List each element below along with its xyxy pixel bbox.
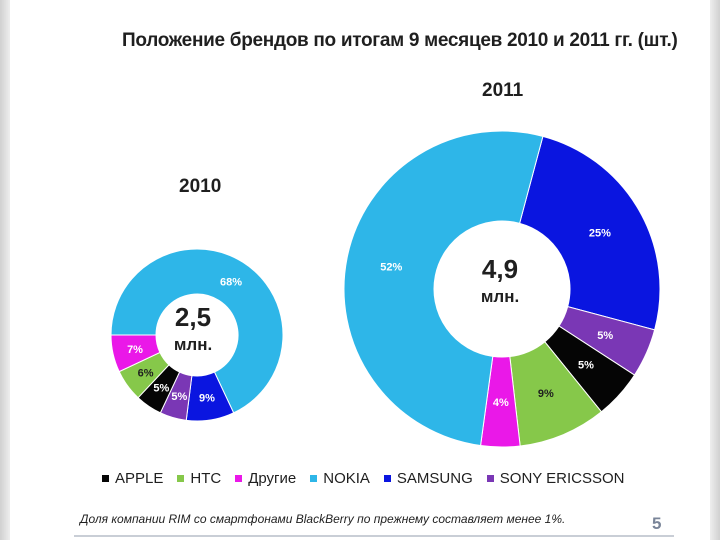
legend-label-samsung: SAMSUNG	[396, 470, 473, 487]
chart-2011-title: 2011	[482, 80, 524, 101]
bottom-divider	[74, 535, 674, 537]
donut-2010-label-htc: 6%	[138, 367, 154, 379]
legend-swatch-apple	[102, 475, 109, 482]
legend-label-apple: APPLE	[115, 470, 164, 487]
donut-2011-hole	[434, 221, 570, 357]
legend-swatch-sony-ericsson	[486, 475, 494, 482]
legend-swatch-others	[235, 475, 243, 482]
donut-2011-label-htc: 9%	[538, 388, 554, 400]
legend-item-sony-ericsson: SONY ERICSSON	[486, 470, 625, 487]
legend-swatch-nokia	[310, 475, 318, 482]
legend-item-nokia: NOKIA	[310, 470, 370, 487]
footnote: Доля компании RIM со смартфонами BlackBe…	[80, 512, 566, 526]
donut-2010-label-others: 7%	[127, 344, 143, 356]
donut-2010-label-sony-ericsson: 5%	[171, 391, 187, 403]
slide-frame-right	[710, 0, 720, 540]
chart-2010-title: 2010	[179, 176, 222, 197]
chart-2010-center-unit: млн.	[173, 335, 213, 354]
chart-2011-center-unit: млн.	[480, 287, 520, 306]
legend-label-nokia: NOKIA	[323, 470, 370, 487]
donut-2011-label-samsung: 25%	[589, 228, 611, 240]
donut-2010-label-nokia: 68%	[220, 276, 242, 288]
donut-2010-label-samsung: 9%	[199, 393, 215, 405]
legend-label-others: Другие	[248, 470, 297, 487]
chart-legend: APPLE HTC Другие NOKIA SAMSUNG SONY ERIC…	[102, 470, 625, 487]
slide-title: Положение брендов по итогам 9 месяцев 20…	[122, 30, 678, 51]
legend-item-apple: APPLE	[102, 470, 163, 487]
legend-item-others: Другие	[235, 470, 296, 487]
legend-label-sony-ericsson: SONY ERICSSON	[499, 470, 625, 487]
chart-2011-center-value: 4,9	[481, 254, 519, 284]
legend-label-htc: HTC	[190, 470, 222, 487]
legend-item-samsung: SAMSUNG	[383, 470, 473, 487]
chart-2010-center-total: 2,5 млн.	[153, 304, 233, 353]
legend-swatch-htc	[177, 475, 185, 482]
page-number: 5	[652, 514, 662, 533]
donut-2011-label-apple: 5%	[578, 360, 594, 372]
donut-2010-label-apple: 5%	[153, 383, 169, 395]
chart-2010-center-value: 2,5	[174, 302, 212, 332]
legend-swatch-samsung	[383, 475, 391, 482]
donut-2011-label-others: 4%	[493, 397, 509, 409]
slide-frame-left	[0, 0, 10, 540]
donut-2011-label-sony-ericsson: 5%	[597, 330, 613, 342]
legend-item-htc: HTC	[177, 470, 221, 487]
donut-2010-hole	[156, 294, 238, 376]
donut-2011-label-nokia: 52%	[380, 262, 402, 274]
chart-2011-center-total: 4,9 млн.	[455, 256, 545, 305]
